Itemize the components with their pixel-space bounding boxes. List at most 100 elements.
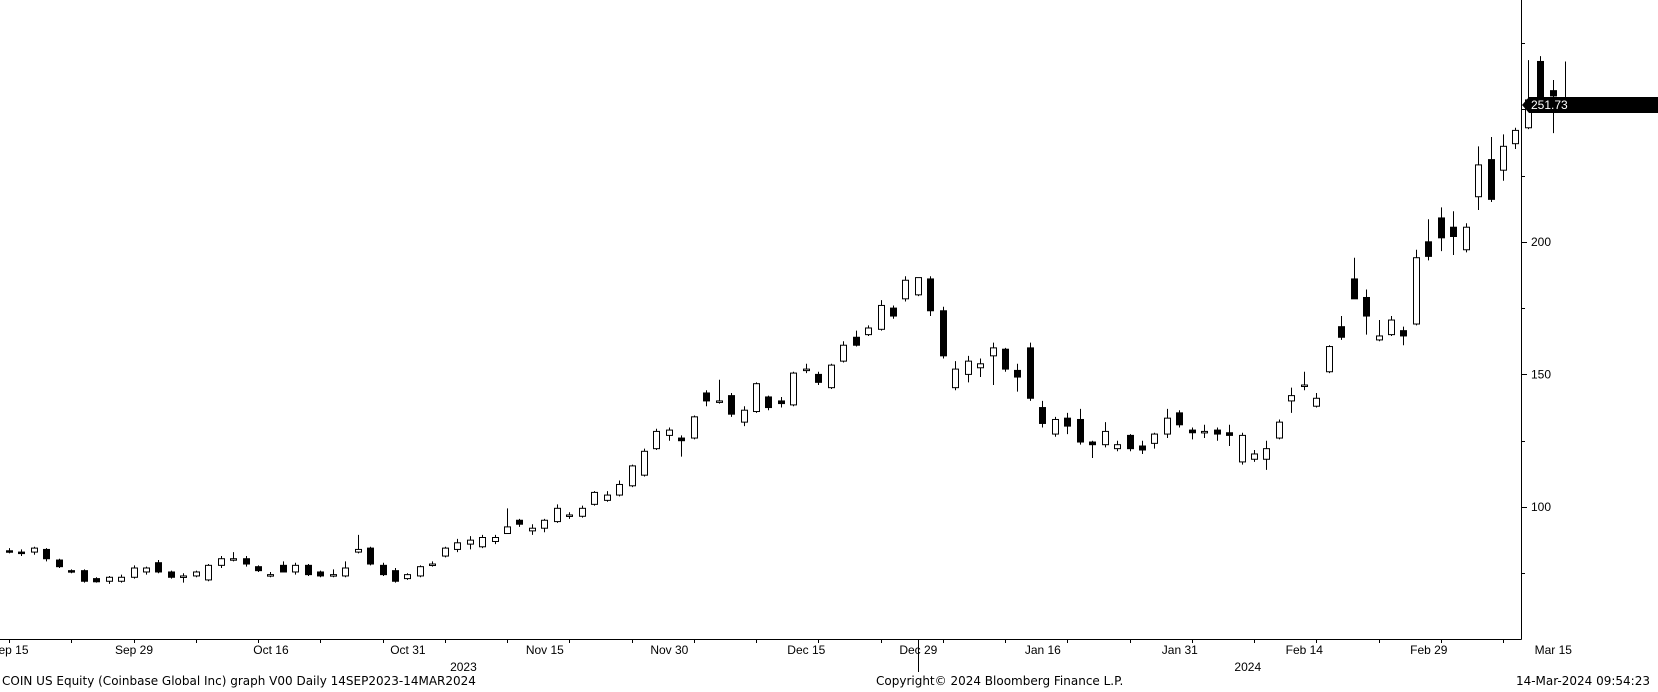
candle bbox=[93, 577, 100, 583]
candle-body-down bbox=[1064, 417, 1071, 427]
candle bbox=[1400, 326, 1407, 346]
candle bbox=[1425, 219, 1432, 261]
candle bbox=[1301, 371, 1308, 391]
candle-body-down bbox=[940, 310, 947, 357]
candle-body-up bbox=[977, 363, 984, 369]
candle bbox=[765, 395, 772, 411]
candle bbox=[143, 566, 150, 575]
candle bbox=[566, 512, 573, 519]
candle-body-down bbox=[1363, 296, 1370, 317]
candle-body-down bbox=[56, 559, 63, 568]
candle bbox=[1214, 427, 1221, 441]
candle-body-up bbox=[1114, 444, 1121, 450]
candle-body-down bbox=[1002, 348, 1009, 370]
candle bbox=[865, 325, 872, 336]
candle-body-up bbox=[429, 563, 436, 567]
candle-body-up bbox=[355, 548, 362, 553]
candle bbox=[1027, 342, 1034, 401]
candle-body-down bbox=[1537, 60, 1544, 101]
candle-body-up bbox=[31, 547, 38, 553]
last-price-flag bbox=[1522, 97, 1658, 113]
candle-body-down bbox=[703, 392, 710, 402]
candle bbox=[442, 546, 449, 558]
candle-body-up bbox=[790, 372, 797, 406]
candle-body-up bbox=[691, 416, 698, 439]
candle bbox=[218, 556, 225, 568]
candle-body-down bbox=[155, 562, 162, 573]
candle bbox=[1338, 316, 1345, 340]
candle bbox=[454, 538, 461, 553]
candle bbox=[106, 575, 113, 584]
candle bbox=[1326, 345, 1333, 374]
candle bbox=[1039, 400, 1046, 428]
candle bbox=[604, 491, 611, 502]
candle bbox=[1313, 392, 1320, 408]
candle-body-up bbox=[230, 558, 237, 561]
candle bbox=[168, 570, 175, 579]
candle bbox=[18, 549, 25, 557]
candle-body-up bbox=[131, 567, 138, 578]
candle-body-down bbox=[243, 558, 250, 565]
candle-body-up bbox=[965, 360, 972, 375]
candle bbox=[1201, 424, 1208, 439]
candle-body-down bbox=[765, 396, 772, 409]
candle bbox=[815, 371, 822, 386]
candle-body-up bbox=[865, 327, 872, 336]
candle-body-down bbox=[1077, 418, 1084, 443]
candle bbox=[243, 556, 250, 567]
candle-body-down bbox=[1039, 407, 1046, 424]
candle-body-up bbox=[1301, 384, 1308, 388]
candle-body-up bbox=[1413, 257, 1420, 325]
candle-body-down bbox=[1139, 445, 1146, 451]
candle-body-down bbox=[927, 278, 934, 312]
candle bbox=[716, 379, 723, 404]
candle-body-down bbox=[516, 519, 523, 525]
candle-body-up bbox=[1313, 397, 1320, 407]
candle bbox=[479, 534, 486, 549]
candle bbox=[280, 561, 287, 573]
year-label: 2023 bbox=[450, 660, 477, 674]
candle-body-down bbox=[168, 571, 175, 578]
x-tick-label: Dec 15 bbox=[787, 643, 825, 657]
candle-body-up bbox=[1251, 453, 1258, 460]
candle-body-up bbox=[716, 400, 723, 403]
candle-body-up bbox=[1500, 145, 1507, 171]
candle-body-up bbox=[330, 574, 337, 577]
candle bbox=[1488, 137, 1495, 203]
candle-body-up bbox=[529, 527, 536, 532]
candle bbox=[691, 415, 698, 440]
candle-body-down bbox=[1550, 90, 1557, 97]
candle bbox=[1475, 146, 1482, 210]
y-tick-label: 100 bbox=[1531, 500, 1551, 514]
candle-body-down bbox=[1488, 159, 1495, 200]
candle bbox=[504, 508, 511, 535]
candle bbox=[56, 558, 63, 568]
candle bbox=[965, 355, 972, 383]
candle bbox=[118, 574, 125, 583]
candle-body-up bbox=[878, 304, 885, 330]
candle-body-up bbox=[1288, 395, 1295, 402]
candle bbox=[529, 524, 536, 535]
candle bbox=[977, 358, 984, 378]
candle-body-up bbox=[180, 575, 187, 578]
candle bbox=[1077, 408, 1084, 445]
candle bbox=[1052, 416, 1059, 437]
candle-body-up bbox=[579, 507, 586, 517]
candle-body-down bbox=[18, 551, 25, 555]
candle bbox=[703, 390, 710, 407]
candle bbox=[753, 382, 760, 413]
candle-body-down bbox=[1214, 429, 1221, 435]
candles bbox=[6, 56, 1569, 584]
candle-body-up bbox=[803, 368, 810, 372]
candle bbox=[492, 534, 499, 545]
candle bbox=[541, 518, 548, 533]
candle-body-up bbox=[604, 494, 611, 501]
candle-body-up bbox=[616, 483, 623, 496]
candle bbox=[1500, 134, 1507, 181]
candle-body-up bbox=[653, 430, 660, 450]
candle-body-up bbox=[915, 277, 922, 296]
candle bbox=[940, 306, 947, 359]
candle-body-up bbox=[591, 491, 598, 505]
candle bbox=[1176, 410, 1183, 428]
